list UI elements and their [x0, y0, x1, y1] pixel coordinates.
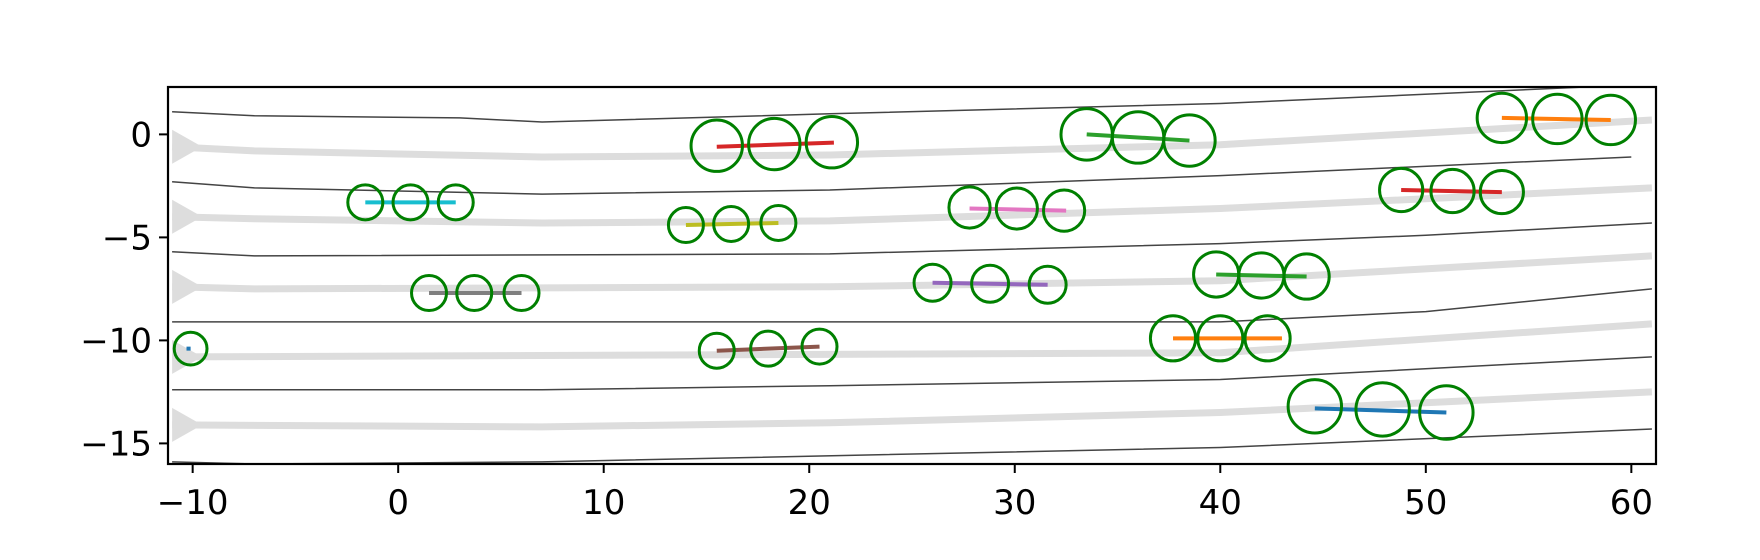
vehicle-path-10: [1216, 272, 1307, 279]
vehicle-footprint-circle: [1354, 381, 1411, 438]
vehicle-footprint-circle: [804, 115, 860, 170]
x-tick-label: 0: [387, 483, 409, 523]
vehicle-path-5: [685, 220, 779, 228]
y-tick-label: −10: [80, 321, 152, 361]
vehicle-path-14: [1314, 406, 1447, 415]
x-tick-label: −10: [157, 483, 229, 523]
vehicle-footprint-circle: [1282, 252, 1331, 301]
vehicle-footprint-circle: [1584, 93, 1637, 147]
vehicle-footprint-circle: [172, 330, 209, 367]
vehicle-footprint-circle: [1378, 166, 1425, 214]
x-tick-label: 30: [993, 483, 1036, 523]
lane-arrow-2: [172, 199, 203, 234]
lane-centerline-1: [171, 116, 1653, 161]
vehicle-footprint-circle: [436, 183, 475, 222]
vehicle-footprint-circle: [1286, 378, 1344, 435]
vehicle-footprint-circle: [1418, 384, 1475, 441]
plot-area: [171, 87, 1653, 464]
x-tick-label: 10: [582, 483, 625, 523]
lane-boundary-2: [172, 156, 1632, 195]
vehicle-footprint-circle: [1475, 91, 1529, 145]
vehicle-path-2: [1086, 132, 1190, 143]
vehicle-footprint-circle: [759, 203, 798, 242]
lane-boundary-5: [172, 356, 1652, 391]
vehicle-footprint-circle: [1478, 168, 1525, 216]
vehicle-footprint-circle: [1162, 113, 1217, 168]
vehicle-path-6: [969, 206, 1067, 213]
vehicle-path-3: [1501, 115, 1611, 122]
lane-boundary-4: [172, 288, 1652, 323]
vehicle-footprint-circle: [1243, 314, 1292, 363]
lane-centerline-2: [172, 184, 1653, 227]
vehicle-footprint-circle: [391, 183, 430, 222]
y-tick-label: −15: [80, 424, 152, 464]
vehicle-path-1: [716, 140, 834, 149]
x-tick-label: 50: [1404, 483, 1447, 523]
lane-arrow-1: [172, 129, 203, 164]
lane-boundary-1: [172, 87, 1602, 123]
lane-arrow-4: [172, 339, 203, 374]
vehicle-footprint-circle: [346, 183, 385, 222]
lane-centerline-3: [172, 252, 1653, 293]
y-tick-label: −5: [102, 218, 152, 258]
vehicle-footprint-circle: [912, 262, 953, 303]
lane-boundary-3: [172, 222, 1652, 257]
vehicle-footprint-circle: [749, 329, 788, 368]
vehicle-footprint-circle: [747, 116, 802, 172]
vehicle-footprint-circle: [1027, 264, 1068, 305]
x-tick-label: 60: [1610, 483, 1653, 523]
vehicle-footprint-circle: [1531, 92, 1584, 146]
vehicle-footprint-circle: [1041, 188, 1087, 233]
axes: −10 0 10 20 30 40 50 600−5−10−15: [80, 115, 1653, 523]
vehicle-footprint-circle: [712, 204, 751, 243]
vehicle-footprint-circle: [455, 274, 494, 313]
vehicle-footprint-circle: [994, 186, 1039, 231]
vehicle-footprint-circle: [970, 263, 1011, 304]
vehicle-footprint-circle: [410, 274, 449, 313]
vehicle-footprint-circle: [1196, 314, 1245, 363]
vehicle-footprint-circle: [697, 331, 736, 370]
x-tick-label: 20: [788, 483, 831, 523]
vehicle-footprint-circle: [502, 274, 541, 313]
lane-arrow-5: [172, 407, 203, 442]
lane-centerline-5: [172, 388, 1653, 431]
plot-frame: [166, 85, 1658, 466]
lane-arrow-3: [172, 269, 203, 304]
vehicle-footprint-circle: [1148, 314, 1198, 363]
x-tick-label: 40: [1199, 483, 1242, 523]
vehicle-footprint-circle: [1429, 167, 1476, 215]
vehicle-footprint-circle: [666, 206, 705, 245]
vehicle-footprint-circle: [800, 327, 839, 366]
vehicle-path-7: [1401, 188, 1502, 195]
y-tick-label: 0: [130, 115, 152, 155]
lane-centerline-4: [172, 320, 1653, 361]
vehicle-footprint-circle: [947, 185, 992, 230]
vehicle-footprint-circle: [689, 118, 744, 173]
